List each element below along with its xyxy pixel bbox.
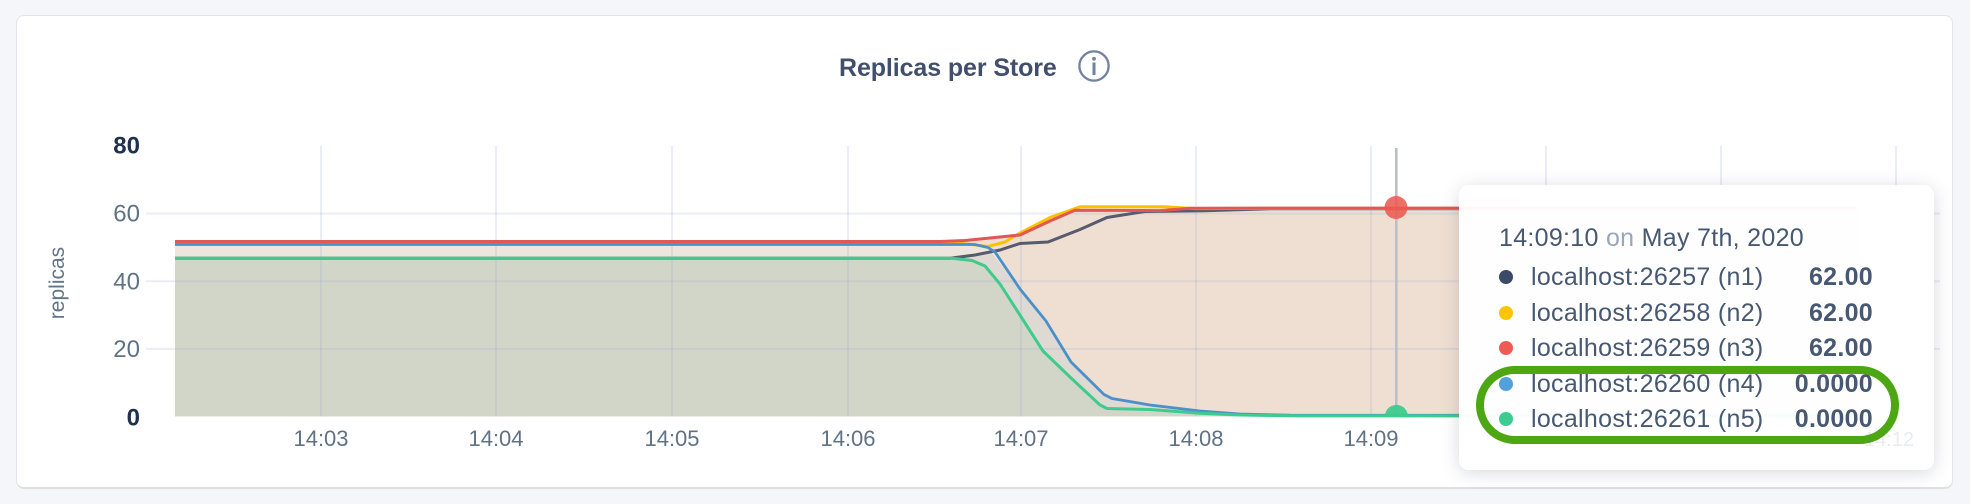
svg-text:replicas: replicas bbox=[46, 247, 69, 319]
svg-text:14:04: 14:04 bbox=[468, 426, 523, 451]
svg-text:14:03: 14:03 bbox=[293, 426, 348, 451]
svg-text:14:05: 14:05 bbox=[644, 426, 699, 451]
svg-text:20: 20 bbox=[113, 336, 140, 363]
svg-text:14:09: 14:09 bbox=[1343, 426, 1398, 451]
svg-text:0: 0 bbox=[127, 405, 140, 432]
svg-text:80: 80 bbox=[113, 133, 140, 160]
svg-text:14:07: 14:07 bbox=[993, 426, 1048, 451]
svg-text:60: 60 bbox=[113, 201, 140, 228]
svg-text:14:08: 14:08 bbox=[1168, 426, 1223, 451]
svg-text:14:06: 14:06 bbox=[820, 426, 875, 451]
svg-text:40: 40 bbox=[113, 268, 140, 295]
